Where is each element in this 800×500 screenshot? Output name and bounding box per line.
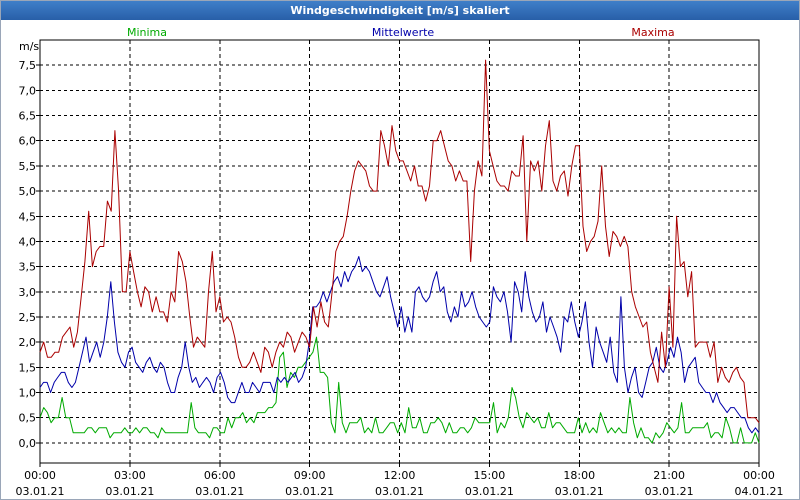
y-tick-label: 4,5 — [19, 210, 37, 223]
x-tick-label-date: 03.01.21 — [375, 485, 424, 498]
y-tick-label: 5,5 — [19, 160, 37, 173]
y-tick-label: 2,5 — [19, 311, 37, 324]
legend-label-mittelwerte: Mittelwerte — [372, 26, 435, 39]
y-tick-label: 0,0 — [19, 437, 37, 450]
x-tick-label-time: 06:00 — [204, 469, 236, 482]
x-tick-label-time: 21:00 — [653, 469, 685, 482]
y-unit-label: m/s — [19, 40, 39, 53]
x-tick-label-time: 09:00 — [294, 469, 326, 482]
y-tick-label: 3,0 — [19, 286, 37, 299]
x-tick-label-date: 03.01.21 — [16, 485, 65, 498]
y-tick-label: 4,0 — [19, 235, 37, 248]
plot-frame — [39, 39, 760, 464]
y-tick-label: 1,5 — [19, 361, 37, 374]
x-tick-label-time: 03:00 — [114, 469, 146, 482]
y-tick-label: 5,0 — [19, 185, 37, 198]
y-tick-label: 6,0 — [19, 135, 37, 148]
legend-label-maxima: Maxima — [631, 26, 674, 39]
y-tick-label: 0,5 — [19, 412, 37, 425]
x-tick-label-time: 18:00 — [563, 469, 595, 482]
y-tick-label: 7,5 — [19, 59, 37, 72]
x-tick-label-time: 00:00 — [743, 469, 775, 482]
x-tick-label-time: 00:00 — [24, 469, 56, 482]
x-tick-label-date: 04.01.21 — [735, 485, 784, 498]
series-line-minima — [39, 336, 760, 444]
x-tick-label-date: 03.01.21 — [645, 485, 694, 498]
x-tick-label-date: 03.01.21 — [555, 485, 604, 498]
y-tick-label: 2,0 — [19, 336, 37, 349]
y-tick-label: 7,0 — [19, 84, 37, 97]
series-line-mittelwerte — [39, 256, 760, 434]
x-tick-label-date: 03.01.21 — [195, 485, 244, 498]
legend-label-minima: Minima — [127, 26, 167, 39]
y-tick-label: 1,0 — [19, 387, 37, 400]
x-tick-label-time: 12:00 — [384, 469, 416, 482]
x-tick-label-date: 03.01.21 — [465, 485, 514, 498]
x-tick-label-date: 03.01.21 — [285, 485, 334, 498]
y-tick-label: 6,5 — [19, 110, 37, 123]
y-tick-label: 3,5 — [19, 261, 37, 274]
series-line-maxima — [39, 59, 760, 423]
x-tick-label-time: 15:00 — [474, 469, 506, 482]
window-title: Windgeschwindigkeit [m/s] skaliert — [1, 1, 799, 20]
x-tick-label-date: 03.01.21 — [105, 485, 154, 498]
